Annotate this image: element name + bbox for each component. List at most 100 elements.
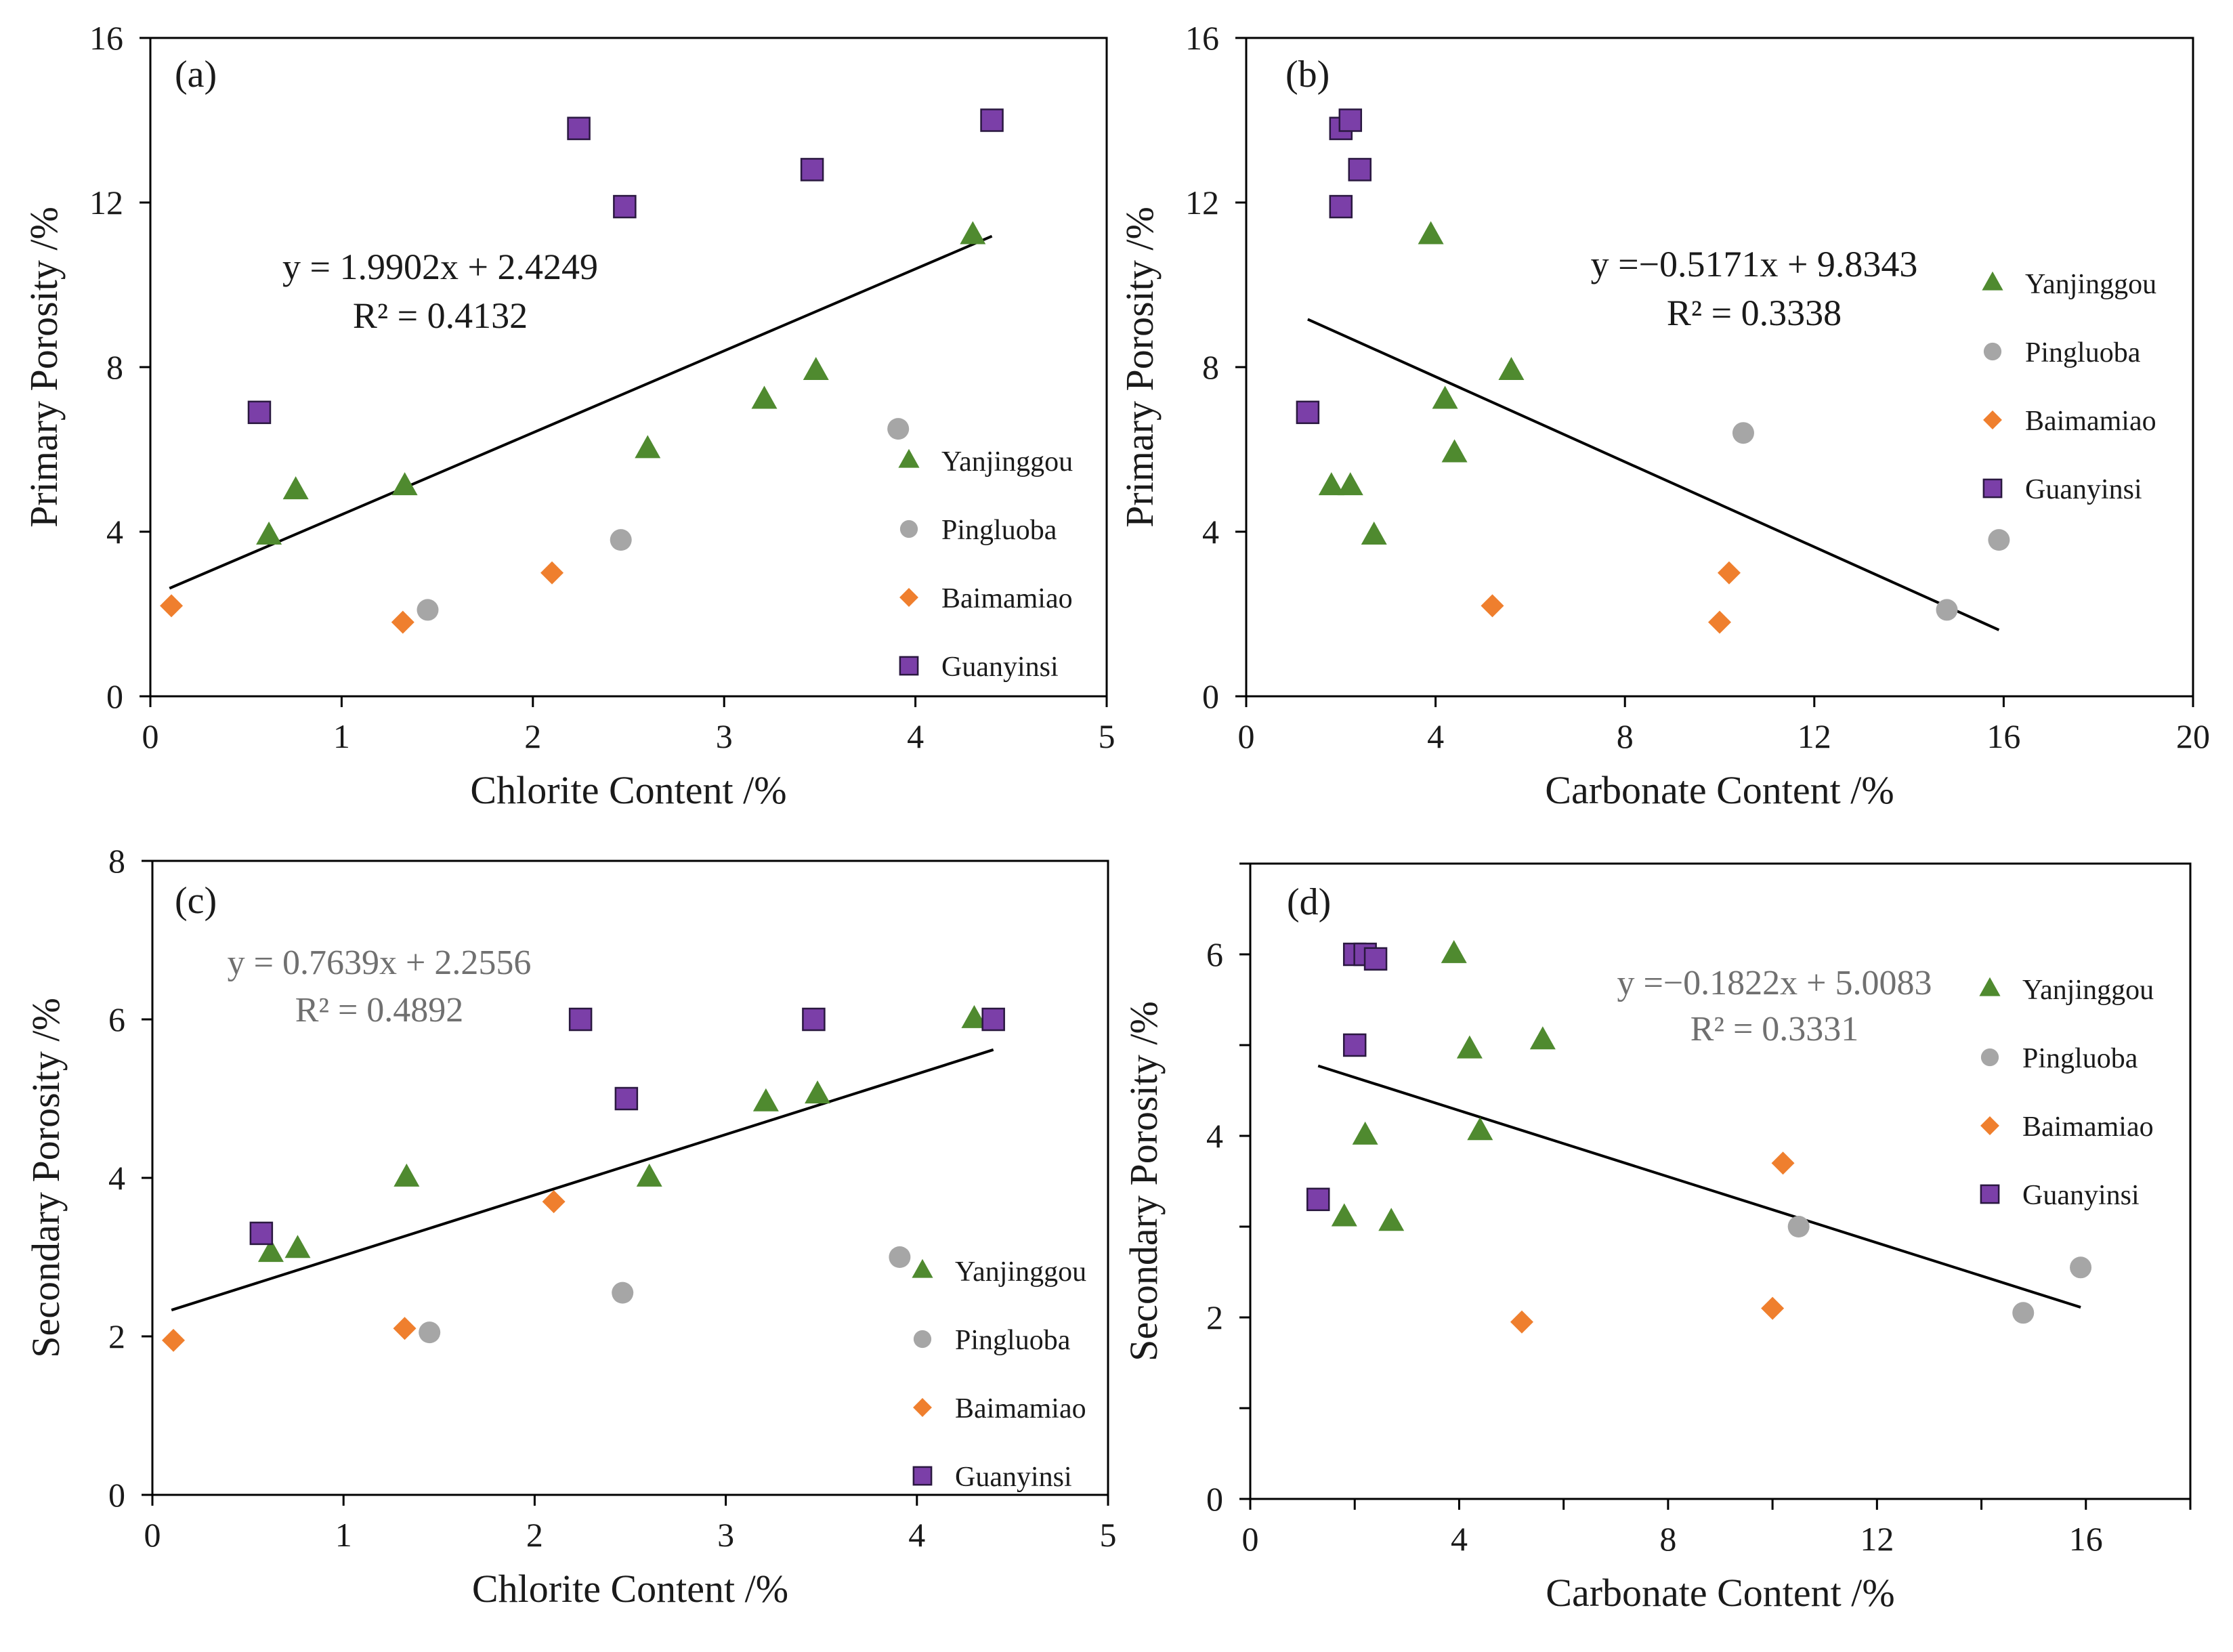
data-point-yanjinggou <box>256 521 282 545</box>
data-point-guanyinsi <box>1338 108 1363 132</box>
data-point-yanjinggou <box>635 435 661 459</box>
legend-marker-pingluoba <box>1980 1048 1999 1067</box>
data-point-pingluoba <box>419 1321 441 1344</box>
data-point-pingluoba <box>2070 1256 2092 1279</box>
data-point-pingluoba <box>1732 422 1754 444</box>
legend-marker-yanjinggou <box>1982 271 2003 291</box>
x-tick-label: 5 <box>1099 717 1115 755</box>
x-tick-label: 16 <box>1986 717 2020 755</box>
data-point-guanyinsi <box>980 108 1004 132</box>
series-guanyinsi <box>1296 108 1372 425</box>
data-point-guanyinsi <box>1329 194 1353 219</box>
plot-frame <box>1249 862 2192 1500</box>
data-point-pingluoba <box>889 1246 911 1268</box>
data-point-yanjinggou <box>1352 1121 1378 1145</box>
data-point-guanyinsi <box>1296 400 1320 425</box>
x-tick-label: 20 <box>2176 717 2210 755</box>
x-axis-title: Chlorite Content /% <box>470 768 786 812</box>
legend-label-yanjinggou: Yanjinggou <box>941 446 1073 478</box>
data-point-baimamiao <box>1708 610 1731 634</box>
trendline-equation: y = 1.9902x + 2.4249 <box>282 247 598 287</box>
legend-marker-guanyinsi <box>899 656 919 676</box>
data-point-yanjinggou <box>1441 439 1468 463</box>
trendline <box>1317 1064 2081 1309</box>
x-tick-label: 5 <box>1100 1516 1117 1554</box>
legend-label-baimamiao: Baimamiao <box>955 1393 1086 1424</box>
legend-label-pingluoba: Pingluoba <box>2025 337 2141 368</box>
data-point-baimamiao <box>160 594 184 618</box>
y-tick-label: 0 <box>1206 1480 1223 1518</box>
y-axis-title: Primary Porosity /% <box>1118 207 1162 528</box>
legend-label-yanjinggou: Yanjinggou <box>955 1256 1086 1288</box>
data-point-guanyinsi <box>249 1221 274 1246</box>
y-tick-label: 0 <box>106 677 123 715</box>
data-point-yanjinggou <box>960 221 986 245</box>
x-tick-label: 12 <box>1860 1520 1894 1558</box>
y-tick-label: 2 <box>108 1317 125 1355</box>
y-tick-label: 0 <box>1202 677 1219 715</box>
data-point-yanjinggou <box>805 1080 831 1104</box>
data-point-baimamiao <box>162 1328 186 1352</box>
series-baimamiao <box>1481 561 1741 634</box>
y-tick-label: 6 <box>1206 935 1223 973</box>
panel-label: (c) <box>175 880 217 922</box>
trendline-equation: y =−0.1822x + 5.0083 <box>1617 964 1932 1002</box>
y-tick-label: 8 <box>108 842 125 880</box>
trendline-equation: y =−0.5171x + 9.8343 <box>1591 244 1918 284</box>
legend: Yanjinggou Pingluoba Baimamiao Guanyinsi <box>898 446 1073 683</box>
x-tick-label: 3 <box>717 1516 734 1554</box>
trendline <box>1307 318 2000 631</box>
data-point-guanyinsi <box>802 1007 826 1032</box>
legend-marker-yanjinggou <box>912 1258 933 1278</box>
data-point-yanjinggou <box>257 1239 284 1263</box>
panel-c: 0 1 2 3 4 5 0 2 4 6 8 Chlorite Content /% Secondary … <box>24 842 1117 1611</box>
y-tick-label: 8 <box>106 348 123 386</box>
x-tick-label: 4 <box>1427 717 1444 755</box>
trendline-r-squared: R² = 0.4892 <box>295 991 464 1030</box>
data-point-yanjinggou <box>752 1088 779 1111</box>
series-guanyinsi <box>1306 942 1388 1212</box>
panel-d: 0 4 8 12 16 0 2 4 6 Carbonate Content /% Secondary… <box>1122 862 2192 1615</box>
y-axis-title: Secondary Porosity /% <box>24 998 68 1358</box>
x-tick-label: 4 <box>907 717 924 755</box>
x-axis-title: Carbonate Content /% <box>1545 768 1894 812</box>
y-tick-label: 16 <box>89 19 123 57</box>
series-pingluoba <box>1787 1216 2092 1324</box>
legend-label-baimamiao: Baimamiao <box>2022 1111 2154 1143</box>
x-axis-title: Chlorite Content /% <box>472 1567 788 1611</box>
x-tick-label: 0 <box>142 717 159 755</box>
data-point-baimamiao <box>1481 594 1504 618</box>
panel-label: (b) <box>1285 54 1330 96</box>
y-tick-label: 0 <box>108 1476 125 1514</box>
data-point-baimamiao <box>1510 1310 1533 1334</box>
series-baimamiao <box>162 1190 566 1352</box>
legend-marker-yanjinggou <box>1979 977 2001 996</box>
series-baimamiao <box>1510 1151 1795 1334</box>
x-tick-label: 4 <box>908 1516 925 1554</box>
data-point-guanyinsi <box>1363 947 1388 971</box>
data-point-pingluoba <box>1936 599 1958 621</box>
panel-label: (a) <box>175 54 217 96</box>
data-point-guanyinsi <box>247 400 272 425</box>
x-tick-label: 3 <box>716 717 733 755</box>
data-point-yanjinggou <box>1361 521 1387 545</box>
data-point-yanjinggou <box>1456 1035 1483 1059</box>
series-pingluoba <box>417 418 910 621</box>
x-tick-label: 4 <box>1451 1520 1468 1558</box>
data-point-baimamiao <box>540 561 564 585</box>
y-tick-label: 16 <box>1185 19 1219 57</box>
legend: Yanjinggou Pingluoba Baimamiao Guanyinsi <box>912 1256 1086 1493</box>
legend-label-yanjinggou: Yanjinggou <box>2025 269 2156 300</box>
legend-marker-yanjinggou <box>898 448 920 468</box>
legend-label-baimamiao: Baimamiao <box>2025 406 2156 437</box>
data-point-pingluoba <box>1988 529 2010 551</box>
data-point-yanjinggou <box>1318 472 1344 496</box>
x-tick-label: 0 <box>1238 717 1255 755</box>
data-point-guanyinsi <box>614 1086 639 1111</box>
data-point-yanjinggou <box>394 1163 420 1187</box>
trendline-r-squared: R² = 0.3331 <box>1690 1010 1859 1049</box>
data-point-yanjinggou <box>636 1163 662 1187</box>
legend-label-pingluoba: Pingluoba <box>941 515 1057 546</box>
legend-label-yanjinggou: Yanjinggou <box>2022 975 2154 1006</box>
